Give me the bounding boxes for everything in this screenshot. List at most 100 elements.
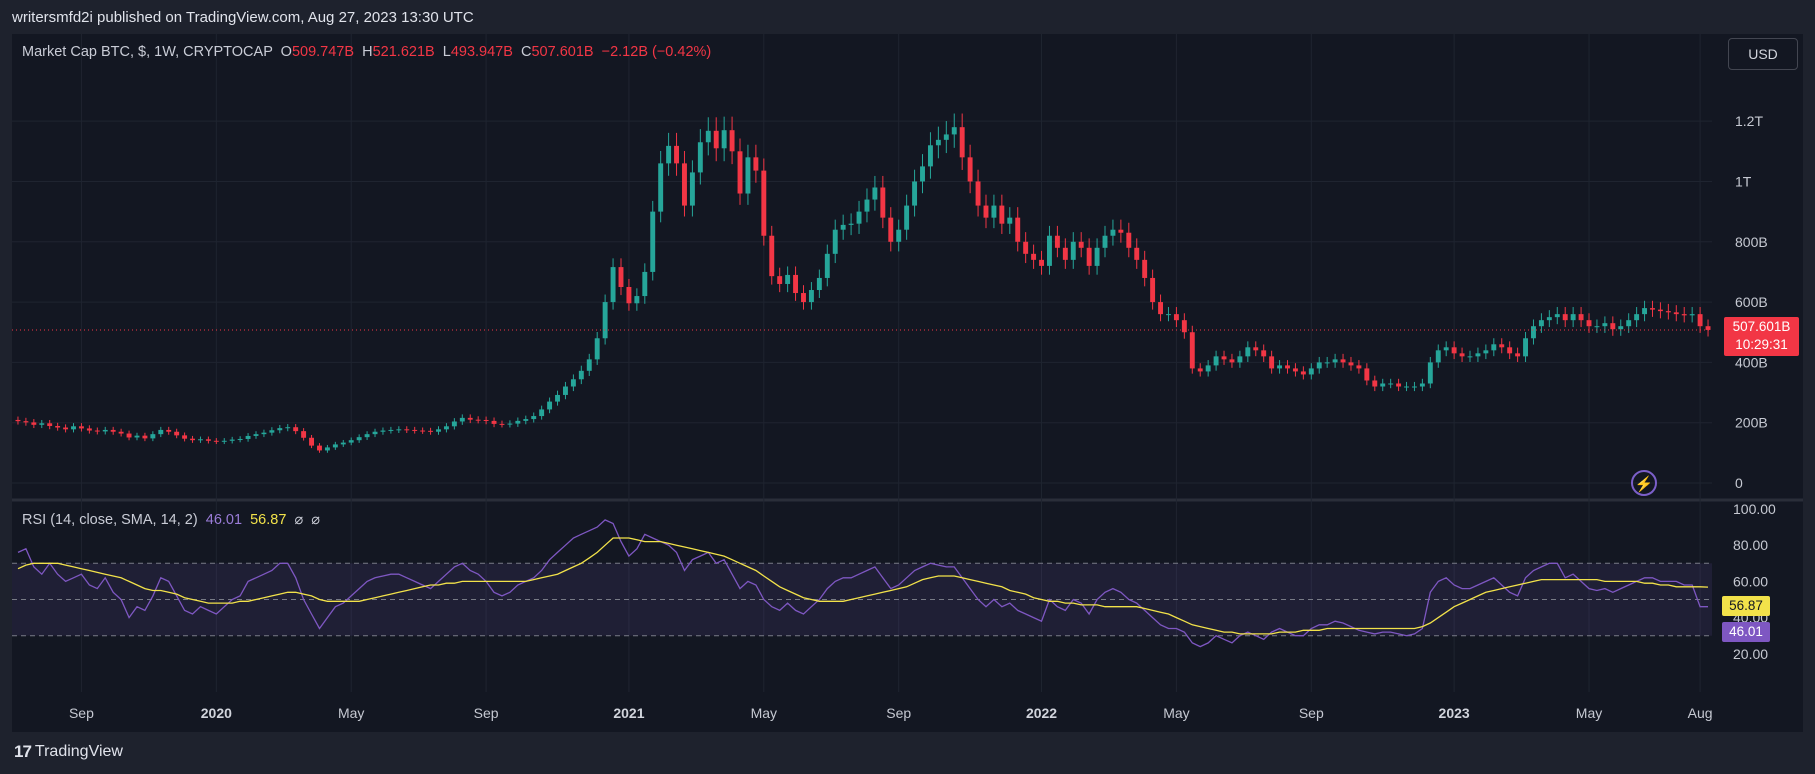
rsi-legend: RSI (14, close, SMA, 14, 2) 46.01 56.87 … [22,512,320,528]
high-value: 521.621B [372,44,435,60]
candle-body [864,199,870,212]
time-axis-label: 2023 [1439,705,1470,721]
candle-body [904,205,910,230]
candle-body [356,437,362,441]
candle-body [1705,326,1711,330]
candle-body [682,163,687,206]
tradingview-footer[interactable]: 17 TradingView [14,742,123,762]
candle-body [1110,229,1116,236]
candle-body [1237,356,1243,363]
candle-body [94,430,100,432]
candle-body [1610,323,1616,330]
candle-body [237,438,243,440]
candle-body [713,130,719,149]
candle-body [1507,347,1513,354]
candle-body [443,426,449,430]
candle-body [1348,362,1354,366]
candle-body [1158,302,1164,315]
candle-body [301,431,307,438]
candle-body [610,267,616,303]
currency-button[interactable]: USD [1728,38,1798,70]
candle-body [959,127,965,158]
price-axis-label: 800B [1735,234,1768,250]
candle-body [348,440,354,443]
open-value: 509.747B [291,44,355,60]
candle-body [1189,332,1195,369]
candle-body [142,435,148,439]
candle-body [737,151,743,194]
candle-body [1419,383,1425,387]
candle-body [1459,353,1465,357]
candle-body [317,445,322,451]
candle-body [999,205,1005,224]
candle-body [1023,241,1029,254]
candle-body [943,134,949,140]
candle-body [1039,259,1044,266]
candle-body [1411,386,1417,388]
candle-body [1324,362,1330,364]
close-value: 507.601B [531,44,594,60]
candle-body [380,430,386,432]
candle-body [269,430,275,433]
candle-body [1697,314,1703,327]
candle-body [951,127,957,135]
candle-body [1078,241,1084,248]
time-axis-label: Sep [886,705,911,721]
candle-body [47,423,53,427]
candle-body [372,431,378,435]
candle-body [309,437,315,446]
candle-body [880,187,886,218]
candle-body [213,440,219,442]
candle-body [1285,365,1290,369]
candle-body [1308,368,1314,375]
time-axis-label: May [1576,705,1602,721]
candle-body [118,431,124,434]
hide-icon[interactable]: ⌀ [294,512,304,528]
candle-body [856,211,862,224]
candle-body [562,386,568,395]
candle-body [332,444,338,448]
candle-body [1166,314,1171,316]
candle-body [1372,380,1378,387]
candle-body [55,426,61,428]
candle-body [78,426,84,429]
candle-body [340,442,346,445]
candle-body [1562,314,1568,321]
candle-body [531,416,537,420]
price-legend: Market Cap BTC, $, 1W, CRYPTOCAP O509.74… [22,44,711,60]
lightning-icon[interactable]: ⚡ [1631,470,1657,496]
tradingview-logo-icon: 17 [14,742,32,761]
candle-body [1531,326,1536,339]
candle-body [935,139,941,146]
hide-icon-2[interactable]: ⌀ [311,512,320,528]
rsi-sma-line [17,537,1709,635]
candle-body [253,434,259,436]
candle-body [848,223,854,225]
candle-body [1007,217,1013,224]
candle-body [412,429,418,431]
candle-body [578,370,584,380]
symbol-label[interactable]: Market Cap BTC, $, 1W, CRYPTOCAP [22,44,273,60]
candle-body [1150,277,1156,303]
candle-body [832,229,838,254]
rsi-name[interactable]: RSI (14, close, SMA, 14, 2) [22,512,198,528]
candle-body [1642,308,1648,315]
price-axis-label: 400B [1735,354,1768,370]
candle-body [166,429,172,432]
candle-body [634,296,640,304]
candle-body [1253,347,1259,351]
publisher-header: writersmfd2i published on TradingView.co… [12,9,474,26]
candle-body [388,429,394,431]
candle-body [491,420,497,424]
candle-body [245,435,251,439]
candle-body [642,271,648,297]
candle-body [277,428,283,431]
candle-body [261,432,267,435]
candle-body [1245,347,1251,357]
candle-body [991,205,997,218]
price-axis-label: 1.2T [1735,113,1763,129]
candle-body [221,440,227,442]
candle-body [1665,311,1671,313]
candle-body [888,217,894,242]
